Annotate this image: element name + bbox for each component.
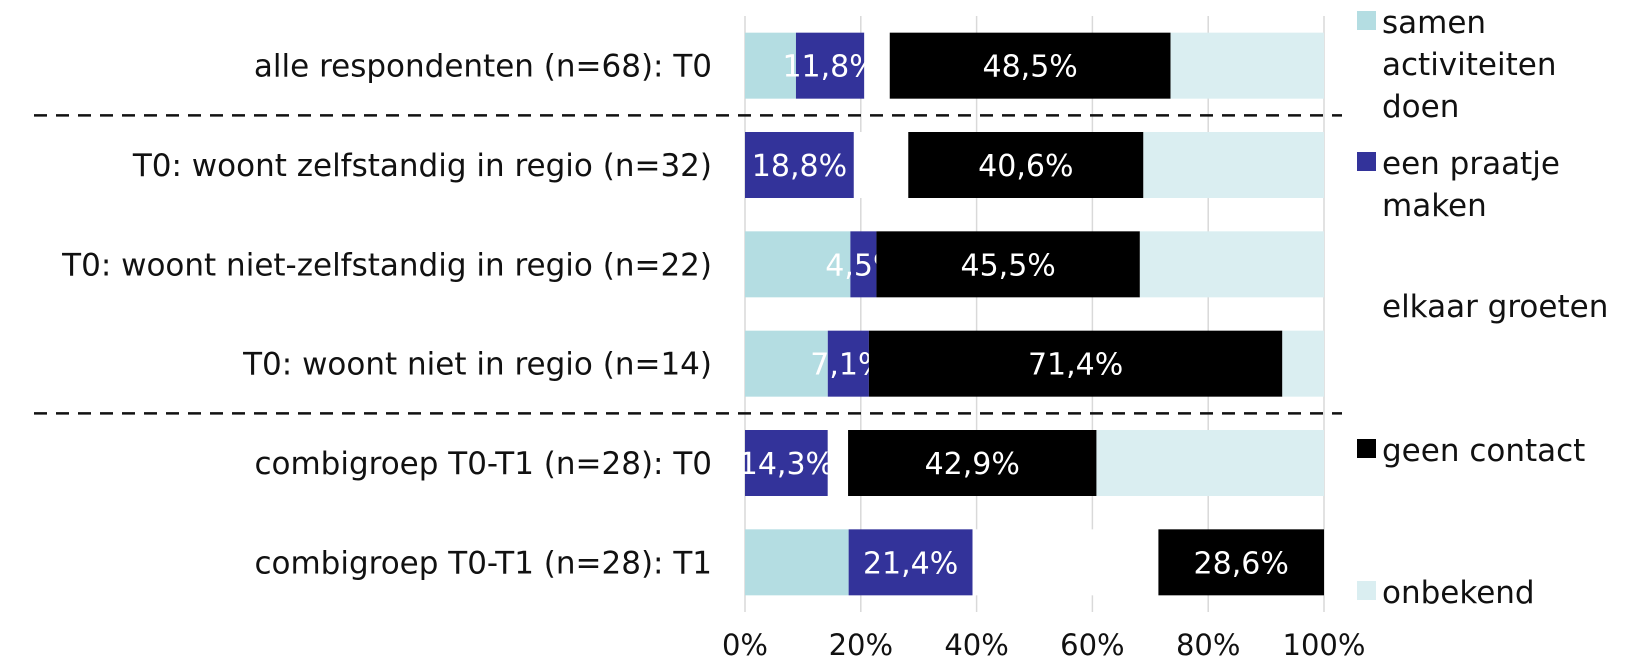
gridlines — [744, 16, 1325, 612]
legend-swatch — [1357, 11, 1376, 30]
bar-segment — [848, 430, 1097, 496]
x-tick-label: 100% — [1283, 628, 1366, 662]
x-tick-label: 0% — [722, 628, 768, 662]
bar-segment — [1143, 132, 1324, 198]
bar-segment — [848, 529, 973, 596]
bar-segment — [827, 430, 849, 496]
data-label: 18,8% — [752, 149, 847, 184]
bar-segment — [853, 132, 909, 198]
category-label: alle respondenten (n=68): T0 — [254, 49, 712, 85]
data-label: 11,8% — [782, 50, 877, 85]
chart-legend: samen activiteiten doen een praatje make… — [1357, 0, 1635, 620]
bar-segment — [827, 330, 869, 397]
legend-label: een praatje maken — [1382, 146, 1560, 224]
x-tick-labels: 0% 20% 40% 60% 80% 100% — [722, 628, 1365, 662]
category-label: combigroep T0-T1 (n=28): T1 — [254, 545, 712, 581]
bar-segment — [745, 132, 854, 198]
bar-segment — [745, 430, 828, 496]
group-separators — [34, 114, 1342, 415]
bar-segment — [864, 32, 890, 99]
legend-item-elkaar-groeten: elkaar groeten — [1357, 286, 1632, 328]
bar-segment — [850, 231, 877, 298]
bar-segment — [908, 132, 1144, 198]
legend-label: geen contact — [1382, 433, 1586, 469]
data-label: 48,5% — [983, 50, 1078, 85]
data-label: 14,3% — [739, 447, 834, 482]
bar-segment — [1282, 330, 1324, 397]
bar-segment — [745, 330, 828, 397]
data-label: 42,9% — [925, 447, 1020, 482]
bar-segment — [1096, 430, 1324, 496]
bar-segment — [972, 529, 1159, 596]
legend-label: elkaar groeten — [1382, 289, 1609, 325]
legend-item-onbekend: onbekend — [1357, 572, 1632, 614]
legend-item-samen-activiteiten: samen activiteiten doen — [1357, 2, 1632, 128]
category-label: combigroep T0-T1 (n=28): T0 — [254, 446, 712, 482]
legend-swatch — [1357, 439, 1376, 458]
bar-segment — [1139, 231, 1324, 298]
bar-segment — [868, 330, 1283, 397]
category-labels: alle respondenten (n=68): T0 T0: woont ze… — [61, 49, 712, 582]
x-tick-label: 80% — [1176, 628, 1240, 662]
category-label: T0: woont zelfstandig in regio (n=32) — [132, 148, 712, 184]
legend-item-geen-contact: geen contact — [1357, 430, 1632, 472]
data-label: 40,6% — [978, 149, 1073, 184]
bar-segment — [795, 32, 865, 99]
legend-label: onbekend — [1382, 575, 1535, 611]
bar-segment — [1158, 529, 1324, 596]
bar-segment — [745, 231, 851, 298]
legend-swatch — [1357, 295, 1376, 314]
legend-item-een-praatje: een praatje maken — [1357, 143, 1632, 227]
legend-swatch — [1357, 581, 1376, 600]
category-label: T0: woont niet-zelfstandig in regio (n=2… — [61, 247, 712, 283]
data-label: 28,6% — [1194, 546, 1289, 581]
category-label: T0: woont niet in regio (n=14) — [242, 347, 712, 383]
bar-segment — [745, 529, 849, 596]
data-label: 45,5% — [960, 248, 1055, 283]
bar-segment — [889, 32, 1171, 99]
legend-label: samen activiteiten doen — [1382, 5, 1557, 125]
bar-segments: 11,8% 48,5%18,8% 40,6%4,5% 45,5%7,1% 71,4%14… — [739, 32, 1324, 596]
data-label: 21,4% — [863, 546, 958, 581]
x-tick-label: 40% — [944, 628, 1008, 662]
bar-segment — [745, 32, 796, 99]
bar-segment — [1170, 32, 1324, 99]
legend-swatch — [1357, 152, 1376, 171]
x-tick-label: 60% — [1060, 628, 1124, 662]
x-tick-label: 20% — [829, 628, 893, 662]
data-label: 71,4% — [1028, 348, 1123, 383]
bar-segment — [876, 231, 1140, 298]
